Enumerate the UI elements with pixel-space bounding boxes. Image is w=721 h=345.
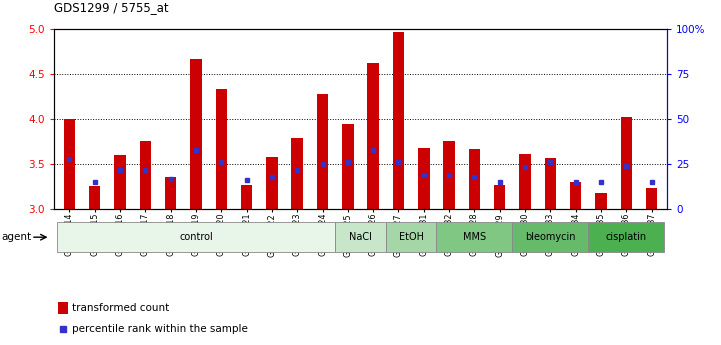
Text: control: control [179,232,213,242]
Text: EtOH: EtOH [399,232,424,242]
Bar [317,94,328,209]
Bar [241,185,252,209]
Bar [570,182,581,209]
Bar [342,124,353,209]
FancyBboxPatch shape [57,223,335,252]
Bar [216,89,227,209]
Text: NaCl: NaCl [349,232,372,242]
Bar [519,154,531,209]
Bar [114,155,125,209]
Text: percentile rank within the sample: percentile rank within the sample [72,324,248,334]
Bar [89,186,100,209]
Bar [443,141,455,209]
Bar [596,193,607,209]
Text: agent: agent [1,232,32,242]
Text: transformed count: transformed count [72,303,169,313]
Bar [368,63,379,209]
FancyBboxPatch shape [386,223,436,252]
Bar [63,119,75,209]
Text: GDS1299 / 5755_at: GDS1299 / 5755_at [54,1,169,14]
Bar [165,177,176,209]
Bar [58,303,68,314]
Bar [469,149,480,209]
Bar [621,117,632,209]
Text: MMS: MMS [463,232,486,242]
FancyBboxPatch shape [335,223,386,252]
Bar [646,188,658,209]
Text: cisplatin: cisplatin [606,232,647,242]
Bar [266,157,278,209]
Bar [190,59,202,209]
FancyBboxPatch shape [436,223,513,252]
FancyBboxPatch shape [588,223,664,252]
Bar [291,138,303,209]
Bar [393,32,404,209]
Bar [494,185,505,209]
Bar [140,141,151,209]
FancyBboxPatch shape [513,223,588,252]
Bar [545,158,556,209]
Text: bleomycin: bleomycin [525,232,575,242]
Bar [418,148,430,209]
